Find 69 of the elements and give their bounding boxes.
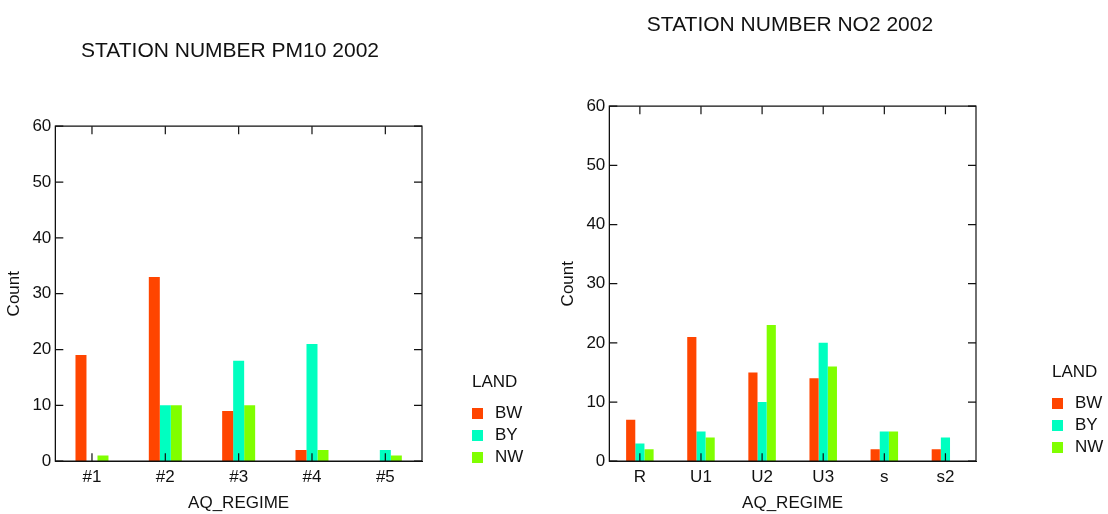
x-tick-label: R (633, 467, 647, 487)
legend-label: NW (1075, 437, 1104, 457)
bar (75, 355, 87, 462)
x-tick-label: #4 (302, 467, 322, 487)
bar (295, 450, 307, 462)
legend-label: NW (495, 447, 524, 467)
bar (757, 402, 767, 462)
legend-label: BW (1075, 393, 1103, 413)
bar (159, 405, 171, 462)
bar (748, 372, 758, 462)
bar (635, 443, 645, 462)
y-axis-title: Count (557, 260, 577, 307)
legend-label: BW (495, 403, 523, 423)
bar (940, 437, 951, 462)
y-tick-label: 60 (586, 95, 606, 115)
bar (626, 419, 636, 462)
legend-label: BY (1075, 415, 1098, 435)
bar (233, 360, 245, 462)
bar (766, 325, 776, 462)
bar (696, 431, 706, 462)
x-tick-label: #1 (82, 467, 102, 487)
bar (879, 431, 889, 462)
y-tick-label: 60 (32, 115, 52, 135)
chart-title: STATION NUMBER NO2 2002 (646, 12, 934, 36)
bar (687, 336, 697, 462)
y-tick-label: 40 (586, 214, 606, 234)
bar (244, 405, 256, 462)
bar (931, 449, 941, 462)
x-tick-label: #2 (155, 467, 175, 487)
x-tick-label: U3 (812, 467, 835, 487)
y-tick-label: 20 (586, 332, 606, 352)
x-tick-label: #5 (375, 467, 395, 487)
y-tick-label: 30 (586, 273, 606, 293)
chart-title: STATION NUMBER PM10 2002 (81, 38, 379, 62)
y-tick-label: 50 (32, 171, 52, 191)
y-tick-label: 0 (595, 450, 606, 470)
x-tick-label: #3 (229, 467, 249, 487)
y-axis-title: Count (3, 270, 23, 317)
bar (705, 437, 715, 462)
y-tick-label: 40 (32, 227, 52, 247)
y-tick-label: 0 (41, 450, 52, 470)
x-tick-label: s (880, 467, 889, 487)
bar (306, 343, 318, 462)
bar (827, 366, 837, 462)
bar (222, 410, 234, 462)
bar (644, 449, 654, 462)
bar (170, 405, 182, 462)
bar (390, 455, 402, 462)
bar (818, 342, 828, 462)
x-tick-label: U1 (690, 467, 712, 487)
x-tick-label: U2 (751, 467, 773, 487)
legend-label: BY (495, 425, 518, 445)
legend-title: LAND (1052, 362, 1099, 382)
x-axis-title: AQ_REGIME (742, 493, 844, 513)
bar (317, 450, 329, 462)
x-tick-label: s2 (936, 467, 955, 487)
x-axis-title: AQ_REGIME (188, 493, 290, 513)
bar (148, 276, 160, 462)
y-tick-label: 10 (586, 391, 606, 411)
bar (870, 449, 880, 462)
bar (97, 455, 109, 462)
legend-title: LAND (472, 372, 519, 392)
y-tick-label: 20 (32, 339, 52, 359)
y-tick-label: 30 (32, 283, 52, 303)
bar (379, 450, 391, 462)
y-tick-label: 50 (586, 155, 606, 175)
bar (888, 431, 899, 462)
bar (809, 378, 819, 462)
y-tick-label: 10 (32, 395, 52, 415)
